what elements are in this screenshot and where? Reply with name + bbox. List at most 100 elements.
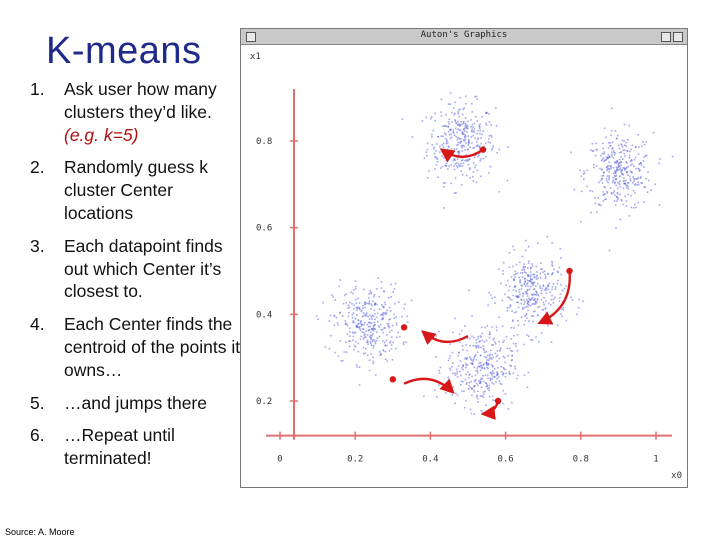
data-point <box>490 373 493 376</box>
data-point <box>374 342 377 345</box>
data-point <box>449 354 451 357</box>
data-point <box>464 357 466 360</box>
data-point <box>449 128 451 131</box>
data-point <box>368 293 370 295</box>
data-point <box>475 379 477 381</box>
data-point <box>628 175 631 178</box>
data-point <box>610 167 612 170</box>
data-point <box>368 369 371 372</box>
data-point <box>352 292 354 295</box>
minimize-button[interactable] <box>661 32 671 42</box>
data-point <box>464 378 467 381</box>
data-point <box>615 166 618 168</box>
data-point <box>542 285 545 287</box>
data-point <box>547 285 549 287</box>
data-point <box>516 296 519 299</box>
data-point <box>455 135 457 138</box>
data-point <box>473 146 475 149</box>
data-point <box>378 295 381 298</box>
data-point <box>464 134 467 136</box>
graphics-window[interactable]: Auton's Graphics 0 0.2 0.4 0.6 0.8 1 0.2 0.4 0.6… <box>240 28 688 488</box>
data-point <box>638 168 640 170</box>
data-point <box>461 367 463 369</box>
data-point <box>620 143 622 145</box>
window-titlebar[interactable]: Auton's Graphics <box>241 29 687 45</box>
data-point <box>631 159 633 162</box>
data-point <box>434 156 437 158</box>
data-point <box>378 351 381 353</box>
data-point <box>508 370 511 373</box>
data-point <box>466 357 469 359</box>
data-point <box>614 175 616 178</box>
data-point <box>467 127 469 130</box>
maximize-button[interactable] <box>673 32 683 42</box>
window-menu-button[interactable] <box>246 32 256 42</box>
data-point <box>459 360 462 362</box>
data-point <box>383 306 385 309</box>
data-point <box>652 131 655 134</box>
data-point <box>633 165 635 168</box>
data-point <box>539 277 542 279</box>
data-point <box>487 304 489 306</box>
data-point <box>462 368 464 371</box>
data-point <box>375 374 377 376</box>
data-point <box>461 390 463 392</box>
data-point <box>487 354 489 357</box>
data-point <box>529 299 531 302</box>
data-point <box>503 367 505 370</box>
data-point <box>428 170 430 172</box>
data-point <box>384 312 387 315</box>
data-point <box>483 393 485 395</box>
data-point <box>601 158 604 161</box>
data-point <box>615 184 618 187</box>
data-point <box>498 357 501 360</box>
data-point <box>460 383 462 386</box>
data-point <box>583 178 585 180</box>
data-point <box>464 130 466 132</box>
data-point <box>436 396 438 398</box>
data-point <box>501 299 504 302</box>
data-point <box>370 292 372 295</box>
x-tick-label: 0.2 <box>347 455 363 465</box>
data-point <box>513 311 516 314</box>
data-point <box>471 388 473 390</box>
data-point <box>615 162 618 164</box>
data-point <box>565 319 568 322</box>
data-point <box>446 139 448 141</box>
data-point <box>490 344 493 346</box>
data-point <box>535 265 537 268</box>
data-point <box>582 172 585 175</box>
data-point <box>500 347 502 349</box>
data-point <box>467 164 470 166</box>
y-tick-label: 0.6 <box>256 224 272 234</box>
data-point <box>599 179 602 182</box>
data-point <box>510 326 513 329</box>
data-point <box>629 164 632 167</box>
data-point <box>492 338 494 341</box>
data-point <box>361 323 363 326</box>
data-point <box>366 312 368 314</box>
data-point <box>458 150 461 152</box>
data-point <box>353 348 355 351</box>
data-point <box>357 297 359 300</box>
step-number: 2. <box>30 157 45 178</box>
data-point <box>545 287 548 289</box>
data-point <box>540 292 543 295</box>
data-point <box>625 179 627 182</box>
data-point <box>596 148 598 151</box>
data-point <box>349 335 351 337</box>
data-point <box>372 330 375 332</box>
data-point <box>349 340 351 342</box>
data-point <box>612 149 615 152</box>
data-point <box>405 341 407 343</box>
data-point <box>481 133 483 136</box>
data-point <box>460 141 462 143</box>
data-point <box>570 151 572 154</box>
data-point <box>386 334 388 336</box>
data-point <box>616 181 619 184</box>
data-point <box>449 137 452 140</box>
data-point <box>443 157 445 159</box>
data-point <box>478 341 481 343</box>
data-point <box>328 348 331 350</box>
data-point <box>466 349 468 352</box>
